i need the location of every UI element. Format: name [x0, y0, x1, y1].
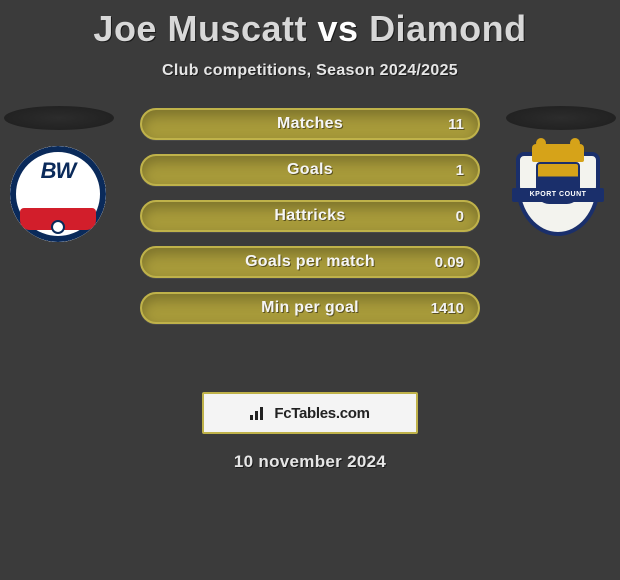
stat-label: Hattricks: [142, 202, 478, 230]
player2-name: Diamond: [369, 8, 527, 49]
stat-bar-mpg: Min per goal 1410: [140, 292, 480, 324]
stat-value: 0.09: [435, 248, 464, 276]
subtitle: Club competitions, Season 2024/2025: [0, 62, 620, 80]
stat-label: Goals: [142, 156, 478, 184]
stat-bar-hattricks: Hattricks 0: [140, 200, 480, 232]
team-badge-left: BW: [10, 146, 110, 246]
stat-label: Goals per match: [142, 248, 478, 276]
stat-value: 1410: [431, 294, 464, 322]
badge-band-text: KPORT COUNT: [512, 188, 604, 202]
stat-value: 0: [456, 202, 464, 230]
comparison-stage: BW KPORT COUNT Matches 11 Goals 1 Hattri…: [0, 116, 620, 376]
branding-text: FcTables.com: [274, 405, 369, 422]
snapshot-date: 10 november 2024: [0, 452, 620, 472]
bars-icon: [250, 406, 268, 420]
page-title: Joe Muscatt vs Diamond: [0, 0, 620, 50]
shadow-ellipse-right: [506, 106, 616, 130]
stat-bar-gpm: Goals per match 0.09: [140, 246, 480, 278]
stat-bar-matches: Matches 11: [140, 108, 480, 140]
badge-letters: BW: [10, 158, 106, 184]
stat-label: Min per goal: [142, 294, 478, 322]
team-badge-right: KPORT COUNT: [510, 146, 610, 246]
stat-label: Matches: [142, 110, 478, 138]
stat-value: 1: [456, 156, 464, 184]
shadow-ellipse-left: [4, 106, 114, 130]
branding-box: FcTables.com: [202, 392, 418, 434]
player1-name: Joe Muscatt: [93, 8, 307, 49]
vs-text: vs: [318, 8, 359, 49]
stat-value: 11: [448, 110, 464, 138]
stockport-badge: KPORT COUNT: [510, 146, 606, 242]
stat-bars: Matches 11 Goals 1 Hattricks 0 Goals per…: [140, 108, 480, 338]
bolton-badge: BW: [10, 146, 106, 242]
stat-bar-goals: Goals 1: [140, 154, 480, 186]
